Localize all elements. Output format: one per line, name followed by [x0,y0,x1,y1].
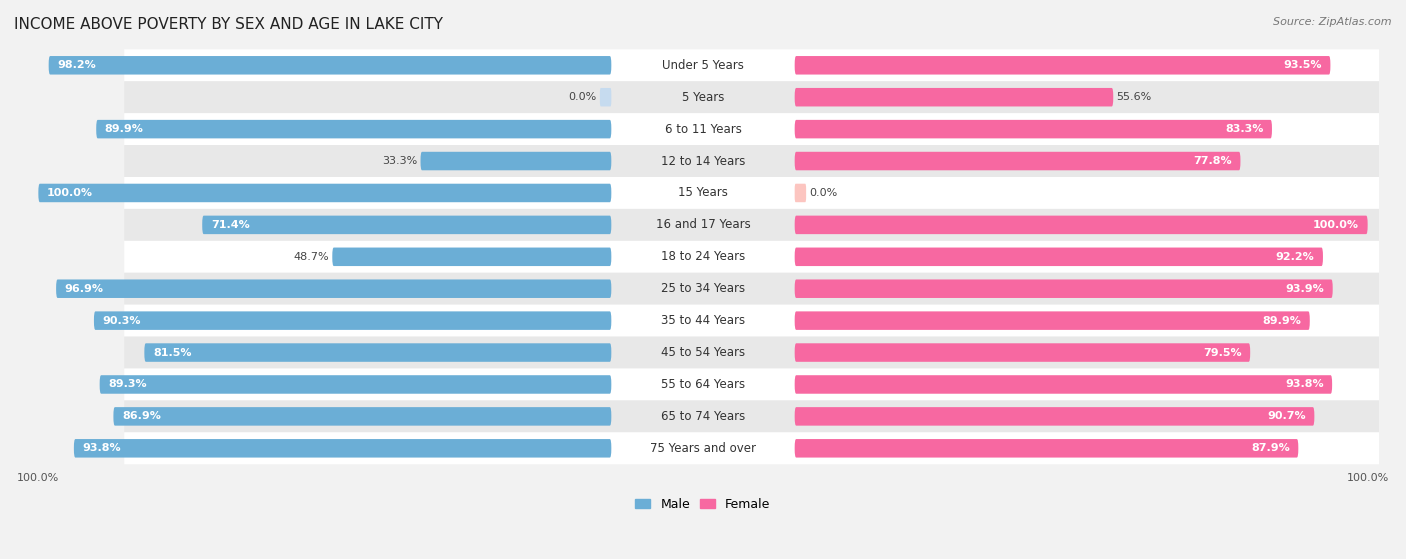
Text: 77.8%: 77.8% [1194,156,1232,166]
Text: 83.3%: 83.3% [1225,124,1264,134]
Text: 90.3%: 90.3% [103,316,141,326]
Text: Under 5 Years: Under 5 Years [662,59,744,72]
FancyBboxPatch shape [145,343,612,362]
FancyBboxPatch shape [332,248,612,266]
Text: 35 to 44 Years: 35 to 44 Years [661,314,745,327]
Text: 92.2%: 92.2% [1275,252,1315,262]
Text: 93.9%: 93.9% [1285,284,1324,293]
FancyBboxPatch shape [124,273,1406,305]
FancyBboxPatch shape [124,337,1406,368]
FancyBboxPatch shape [124,177,1406,209]
Text: 16 and 17 Years: 16 and 17 Years [655,219,751,231]
Text: 33.3%: 33.3% [382,156,418,166]
FancyBboxPatch shape [794,216,1368,234]
FancyBboxPatch shape [124,49,1406,81]
Legend: Male, Female: Male, Female [630,492,776,516]
FancyBboxPatch shape [794,88,1114,106]
Text: 48.7%: 48.7% [294,252,329,262]
FancyBboxPatch shape [794,375,1331,394]
FancyBboxPatch shape [124,432,1406,465]
Text: 71.4%: 71.4% [211,220,250,230]
Text: 90.7%: 90.7% [1267,411,1306,421]
Text: 93.8%: 93.8% [83,443,121,453]
FancyBboxPatch shape [794,343,1250,362]
FancyBboxPatch shape [124,241,1406,273]
Text: 100.0%: 100.0% [1313,220,1360,230]
Text: 55.6%: 55.6% [1116,92,1152,102]
Text: 15 Years: 15 Years [678,187,728,200]
Text: 86.9%: 86.9% [122,411,160,421]
FancyBboxPatch shape [124,305,1406,337]
FancyBboxPatch shape [794,56,1330,74]
FancyBboxPatch shape [794,407,1315,425]
Text: 0.0%: 0.0% [808,188,837,198]
Text: 6 to 11 Years: 6 to 11 Years [665,122,741,136]
FancyBboxPatch shape [124,145,1406,177]
FancyBboxPatch shape [794,311,1310,330]
FancyBboxPatch shape [794,120,1272,139]
Text: 45 to 54 Years: 45 to 54 Years [661,346,745,359]
FancyBboxPatch shape [124,209,1406,241]
Text: 75 Years and over: 75 Years and over [650,442,756,455]
FancyBboxPatch shape [794,280,1333,298]
FancyBboxPatch shape [75,439,612,458]
Text: 89.9%: 89.9% [1263,316,1301,326]
Text: 93.5%: 93.5% [1284,60,1322,70]
Text: 18 to 24 Years: 18 to 24 Years [661,250,745,263]
Text: 89.3%: 89.3% [108,380,146,390]
FancyBboxPatch shape [794,439,1298,458]
FancyBboxPatch shape [94,311,612,330]
Text: 65 to 74 Years: 65 to 74 Years [661,410,745,423]
FancyBboxPatch shape [420,152,612,170]
FancyBboxPatch shape [124,400,1406,432]
FancyBboxPatch shape [794,184,806,202]
FancyBboxPatch shape [202,216,612,234]
FancyBboxPatch shape [96,120,612,139]
FancyBboxPatch shape [124,368,1406,400]
FancyBboxPatch shape [114,407,612,425]
Text: 12 to 14 Years: 12 to 14 Years [661,154,745,168]
Text: 98.2%: 98.2% [58,60,96,70]
Text: INCOME ABOVE POVERTY BY SEX AND AGE IN LAKE CITY: INCOME ABOVE POVERTY BY SEX AND AGE IN L… [14,17,443,32]
Text: 100.0%: 100.0% [46,188,93,198]
Text: 25 to 34 Years: 25 to 34 Years [661,282,745,295]
Text: 79.5%: 79.5% [1204,348,1241,358]
FancyBboxPatch shape [600,88,612,106]
Text: 87.9%: 87.9% [1251,443,1289,453]
FancyBboxPatch shape [38,184,612,202]
Text: 81.5%: 81.5% [153,348,191,358]
FancyBboxPatch shape [100,375,612,394]
Text: 96.9%: 96.9% [65,284,104,293]
FancyBboxPatch shape [56,280,612,298]
Text: 55 to 64 Years: 55 to 64 Years [661,378,745,391]
FancyBboxPatch shape [124,113,1406,145]
Text: 89.9%: 89.9% [105,124,143,134]
Text: Source: ZipAtlas.com: Source: ZipAtlas.com [1274,17,1392,27]
FancyBboxPatch shape [794,152,1240,170]
Text: 93.8%: 93.8% [1285,380,1323,390]
Text: 5 Years: 5 Years [682,91,724,104]
FancyBboxPatch shape [124,81,1406,113]
FancyBboxPatch shape [794,248,1323,266]
FancyBboxPatch shape [49,56,612,74]
Text: 0.0%: 0.0% [569,92,598,102]
